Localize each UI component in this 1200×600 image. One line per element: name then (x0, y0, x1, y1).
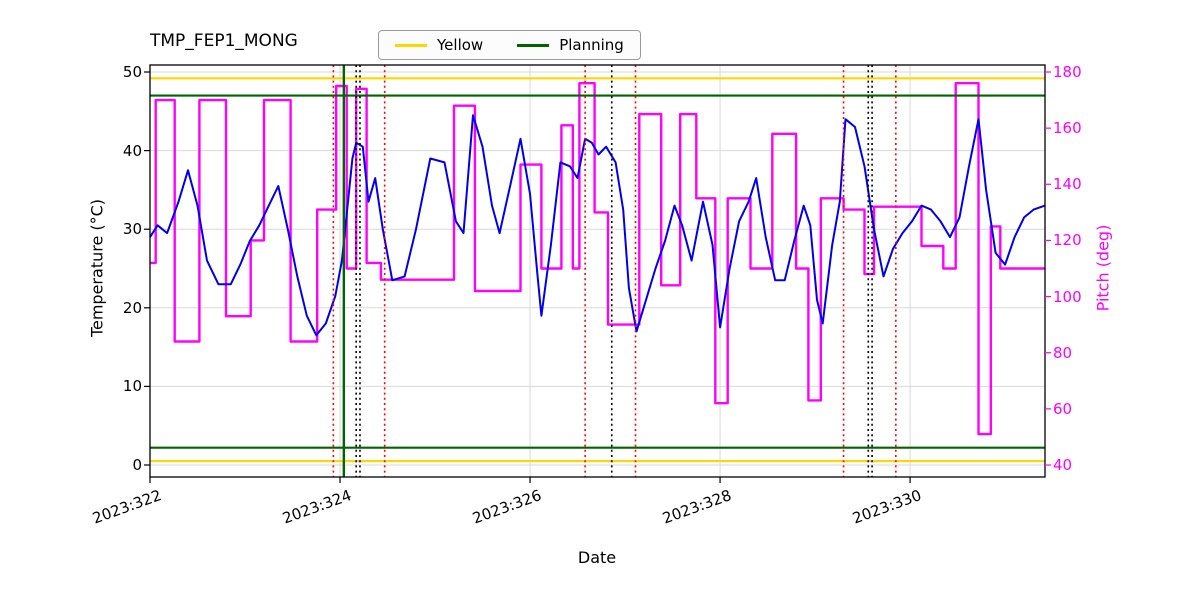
gridlines (149, 65, 1045, 477)
series-temperature (149, 114, 1046, 337)
y-right-tick-label: 140 (1053, 175, 1082, 194)
legend-label: Planning (559, 36, 624, 54)
axes-frame (149, 64, 1046, 478)
chart-title: TMP_FEP1_MONG (150, 31, 298, 51)
legend-line-sample (517, 43, 550, 47)
y-left-tick-label: 10 (122, 377, 142, 396)
y-right-tick-label: 40 (1053, 456, 1073, 474)
tick-marks (144, 71, 1051, 483)
y-right-tick-label: 120 (1053, 231, 1082, 250)
legend-item-yellow: Yellow (395, 36, 483, 54)
y-right-tick-label: 60 (1053, 399, 1073, 418)
series-pitch (150, 82, 1045, 436)
y-left-tick-label: 50 (122, 63, 142, 81)
legend-label: Yellow (437, 36, 484, 54)
y-axis-label-right: Pitch (deg) (1093, 224, 1113, 312)
y-right-tick-label: 180 (1053, 63, 1082, 81)
y-right-tick-label: 80 (1053, 343, 1073, 362)
y-left-tick-label: 30 (122, 220, 142, 239)
y-left-tick-label: 0 (132, 456, 142, 474)
x-axis-label: Date (577, 548, 617, 567)
y-right-tick-label: 160 (1053, 119, 1082, 138)
y-left-tick-label: 40 (122, 141, 142, 160)
y-axis-label-left: Temperature (°C) (87, 198, 107, 338)
legend-line-sample (395, 43, 427, 47)
legend-item-planning: Planning (517, 36, 624, 54)
y-left-tick-label: 20 (122, 298, 142, 317)
y-right-tick-label: 100 (1053, 287, 1082, 306)
legend: Yellow Planning (378, 30, 641, 60)
